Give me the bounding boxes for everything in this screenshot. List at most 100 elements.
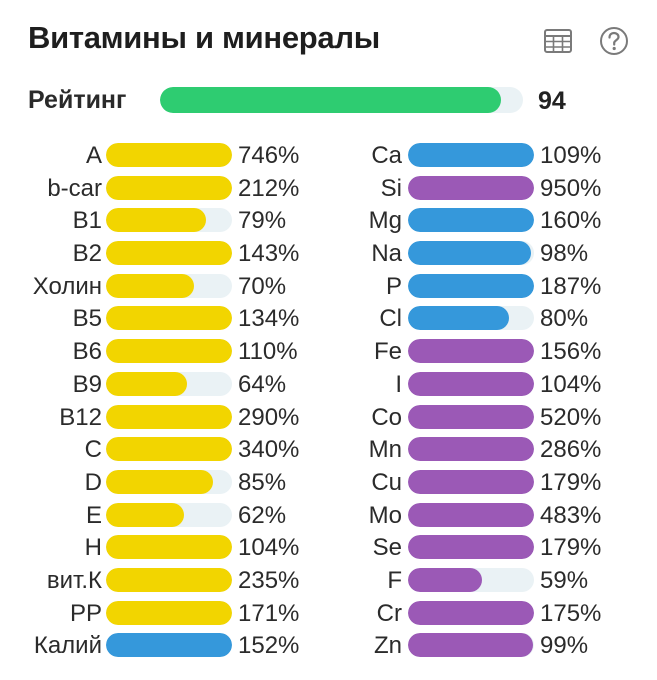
- nutrient-bar-fill: [106, 143, 232, 167]
- nutrient-bar-fill: [408, 600, 534, 625]
- nutrient-bar: [106, 306, 232, 331]
- nutrient-label: F: [387, 566, 402, 594]
- nutrient-percent: 99%: [540, 632, 589, 660]
- nutrient-percent: 70%: [238, 272, 287, 300]
- nutrient-bar: [106, 535, 232, 560]
- nutrient-bar-fill: [106, 241, 232, 266]
- nutrient-bar: [408, 600, 534, 625]
- nutrient-bar-fill: [106, 175, 232, 200]
- page-title: Витамины и минералы: [28, 20, 380, 55]
- nutrient-percent: 175%: [540, 599, 602, 627]
- question-circle-icon[interactable]: [597, 24, 631, 58]
- nutrient-label: B1: [72, 207, 102, 235]
- nutrient-percent: 59%: [540, 566, 589, 594]
- rating-value: 94: [538, 87, 566, 115]
- table-icon[interactable]: [541, 24, 575, 58]
- nutrient-bar: [408, 175, 534, 200]
- nutrient-percent: 152%: [238, 632, 300, 660]
- nutrient-label: Fe: [373, 338, 402, 366]
- nutrient-label: Холин: [32, 272, 102, 300]
- nutrient-label: E: [85, 501, 102, 529]
- nutrient-percent: 212%: [238, 174, 300, 202]
- nutrient-percent: 64%: [238, 370, 287, 398]
- nutrient-bar-fill: [408, 371, 534, 396]
- nutrient-bar-fill: [106, 339, 232, 364]
- nutrient-bar: [106, 404, 232, 429]
- nutrient-bar-fill: [408, 633, 533, 658]
- nutrient-bar-fill: [408, 339, 534, 364]
- nutrient-bar: [408, 404, 534, 429]
- nutrient-label: Mo: [368, 501, 402, 529]
- nutrient-percent: 134%: [238, 305, 300, 333]
- nutrient-label: Co: [371, 403, 402, 431]
- nutrient-label: A: [85, 142, 102, 169]
- nutrient-bar: [408, 535, 534, 560]
- nutrient-bar-fill: [106, 600, 232, 625]
- nutrient-label: C: [84, 436, 102, 464]
- rating-bar-fill: [160, 87, 502, 113]
- nutrient-bar: [106, 567, 232, 592]
- nutrient-bar-fill: [408, 273, 534, 298]
- nutrient-label: Mn: [368, 436, 402, 464]
- nutrient-bar-fill: [106, 633, 232, 658]
- nutrient-bar: [106, 502, 232, 527]
- nutrient-bar-fill: [408, 535, 534, 560]
- nutrient-percent: 179%: [540, 468, 602, 496]
- nutrient-bar-fill: [408, 502, 534, 527]
- nutrient-bar: [408, 306, 534, 331]
- nutrient-label: I: [395, 370, 402, 398]
- nutrient-label: Se: [372, 534, 402, 562]
- nutrient-label: D: [84, 468, 102, 496]
- nutrient-label: вит.К: [46, 566, 102, 594]
- nutrient-bar: [408, 371, 534, 396]
- nutrient-bar: [106, 241, 232, 266]
- nutrient-percent: 950%: [540, 174, 602, 202]
- nutrient-bar: [408, 143, 534, 167]
- nutrient-label: Na: [371, 240, 402, 268]
- nutrient-bar: [408, 502, 534, 527]
- nutrient-bar: [408, 339, 534, 364]
- nutrient-bar: [408, 567, 534, 592]
- nutrient-bar-fill: [106, 273, 195, 298]
- nutrient-bar-fill: [408, 306, 509, 331]
- nutrient-label: B12: [59, 403, 102, 431]
- nutrient-bar-fill: [106, 437, 232, 462]
- nutrient-bar: [408, 437, 534, 462]
- nutrient-percent: 85%: [238, 468, 287, 496]
- nutrient-percent: 104%: [540, 370, 602, 398]
- nutrient-bar: [408, 273, 534, 298]
- nutrient-bar: [106, 437, 232, 462]
- nutrient-bar-fill: [408, 241, 532, 266]
- nutrient-bar: [106, 633, 232, 658]
- nutrient-percent: 160%: [540, 207, 602, 235]
- nutrient-bar-fill: [106, 306, 232, 331]
- nutrient-percent: 62%: [238, 501, 287, 529]
- nutrient-bar: [408, 241, 534, 266]
- nutrient-label: Cu: [371, 468, 402, 496]
- nutrient-bar-fill: [408, 567, 483, 592]
- rating-label: Рейтинг: [28, 86, 127, 114]
- nutrient-label: H: [84, 534, 102, 562]
- nutrient-label: Cl: [379, 305, 402, 333]
- rating-bar: [160, 87, 523, 113]
- nutrient-percent: 290%: [238, 403, 300, 431]
- nutrient-label: B9: [72, 370, 102, 398]
- nutrient-percent: 156%: [540, 338, 602, 366]
- nutrient-bar: [106, 339, 232, 364]
- nutrient-label: Cr: [376, 599, 402, 627]
- nutrient-bar-fill: [106, 469, 214, 494]
- nutrient-percent: 104%: [238, 534, 300, 562]
- nutrient-percent: 235%: [238, 566, 300, 594]
- nutrient-percent: 109%: [540, 142, 602, 169]
- nutrient-label: B6: [72, 338, 102, 366]
- nutrient-bar: [408, 469, 534, 494]
- nutrient-percent: 187%: [540, 272, 602, 300]
- nutrient-bar-fill: [106, 567, 232, 592]
- nutrient-percent: 98%: [540, 240, 589, 268]
- nutrient-bar: [106, 469, 232, 494]
- nutrient-bar-fill: [106, 535, 232, 560]
- nutrient-bar: [106, 143, 232, 167]
- nutrient-bar: [106, 175, 232, 200]
- nutrient-label: b-car: [47, 174, 102, 202]
- nutrient-percent: 143%: [238, 240, 300, 268]
